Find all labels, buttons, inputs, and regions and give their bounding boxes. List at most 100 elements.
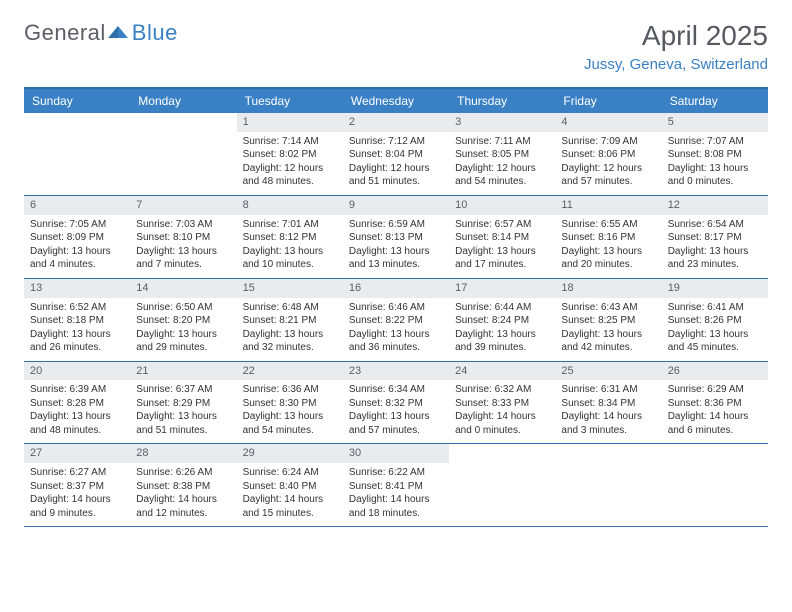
day-cell: 30Sunrise: 6:22 AMSunset: 8:41 PMDayligh… bbox=[343, 444, 449, 526]
day-number: 23 bbox=[343, 362, 449, 381]
daylight-text: Daylight: 13 hours and 26 minutes. bbox=[30, 328, 124, 355]
day-body: Sunrise: 6:48 AMSunset: 8:21 PMDaylight:… bbox=[237, 298, 343, 361]
daylight-text: Daylight: 14 hours and 6 minutes. bbox=[668, 410, 762, 437]
sunset-text: Sunset: 8:17 PM bbox=[668, 231, 762, 245]
sunset-text: Sunset: 8:41 PM bbox=[349, 480, 443, 494]
sunrise-text: Sunrise: 6:29 AM bbox=[668, 383, 762, 397]
day-body: Sunrise: 6:39 AMSunset: 8:28 PMDaylight:… bbox=[24, 380, 130, 443]
daylight-text: Daylight: 12 hours and 51 minutes. bbox=[349, 162, 443, 189]
day-cell: 13Sunrise: 6:52 AMSunset: 8:18 PMDayligh… bbox=[24, 279, 130, 361]
day-number: 4 bbox=[555, 113, 661, 132]
sunrise-text: Sunrise: 6:24 AM bbox=[243, 466, 337, 480]
weekday-thu: Thursday bbox=[449, 89, 555, 113]
weekday-tue: Tuesday bbox=[237, 89, 343, 113]
day-number bbox=[130, 113, 236, 117]
day-cell: 17Sunrise: 6:44 AMSunset: 8:24 PMDayligh… bbox=[449, 279, 555, 361]
sunset-text: Sunset: 8:10 PM bbox=[136, 231, 230, 245]
day-number: 29 bbox=[237, 444, 343, 463]
sunrise-text: Sunrise: 6:39 AM bbox=[30, 383, 124, 397]
logo: General Blue bbox=[24, 20, 178, 46]
logo-text-2: Blue bbox=[132, 20, 178, 46]
weekday-sun: Sunday bbox=[24, 89, 130, 113]
daylight-text: Daylight: 13 hours and 0 minutes. bbox=[668, 162, 762, 189]
day-number: 10 bbox=[449, 196, 555, 215]
sunset-text: Sunset: 8:09 PM bbox=[30, 231, 124, 245]
day-cell: 23Sunrise: 6:34 AMSunset: 8:32 PMDayligh… bbox=[343, 362, 449, 444]
sunrise-text: Sunrise: 7:09 AM bbox=[561, 135, 655, 149]
daylight-text: Daylight: 14 hours and 15 minutes. bbox=[243, 493, 337, 520]
sunset-text: Sunset: 8:16 PM bbox=[561, 231, 655, 245]
day-body: Sunrise: 6:37 AMSunset: 8:29 PMDaylight:… bbox=[130, 380, 236, 443]
daylight-text: Daylight: 13 hours and 36 minutes. bbox=[349, 328, 443, 355]
day-number: 5 bbox=[662, 113, 768, 132]
daylight-text: Daylight: 13 hours and 57 minutes. bbox=[349, 410, 443, 437]
daylight-text: Daylight: 14 hours and 0 minutes. bbox=[455, 410, 549, 437]
daylight-text: Daylight: 13 hours and 13 minutes. bbox=[349, 245, 443, 272]
sunrise-text: Sunrise: 7:05 AM bbox=[30, 218, 124, 232]
day-number: 2 bbox=[343, 113, 449, 132]
day-number: 22 bbox=[237, 362, 343, 381]
day-number: 27 bbox=[24, 444, 130, 463]
week-row: 6Sunrise: 7:05 AMSunset: 8:09 PMDaylight… bbox=[24, 196, 768, 279]
daylight-text: Daylight: 13 hours and 32 minutes. bbox=[243, 328, 337, 355]
sunset-text: Sunset: 8:37 PM bbox=[30, 480, 124, 494]
day-number: 14 bbox=[130, 279, 236, 298]
day-cell: 9Sunrise: 6:59 AMSunset: 8:13 PMDaylight… bbox=[343, 196, 449, 278]
day-number: 18 bbox=[555, 279, 661, 298]
day-cell: 19Sunrise: 6:41 AMSunset: 8:26 PMDayligh… bbox=[662, 279, 768, 361]
sunrise-text: Sunrise: 6:37 AM bbox=[136, 383, 230, 397]
daylight-text: Daylight: 12 hours and 57 minutes. bbox=[561, 162, 655, 189]
sunrise-text: Sunrise: 6:22 AM bbox=[349, 466, 443, 480]
weekday-fri: Friday bbox=[555, 89, 661, 113]
day-body: Sunrise: 6:29 AMSunset: 8:36 PMDaylight:… bbox=[662, 380, 768, 443]
sunrise-text: Sunrise: 6:54 AM bbox=[668, 218, 762, 232]
sunrise-text: Sunrise: 6:43 AM bbox=[561, 301, 655, 315]
day-cell: 1Sunrise: 7:14 AMSunset: 8:02 PMDaylight… bbox=[237, 113, 343, 195]
day-body: Sunrise: 6:57 AMSunset: 8:14 PMDaylight:… bbox=[449, 215, 555, 278]
day-number: 19 bbox=[662, 279, 768, 298]
daylight-text: Daylight: 12 hours and 48 minutes. bbox=[243, 162, 337, 189]
sunset-text: Sunset: 8:13 PM bbox=[349, 231, 443, 245]
day-number: 17 bbox=[449, 279, 555, 298]
sunrise-text: Sunrise: 6:26 AM bbox=[136, 466, 230, 480]
day-body: Sunrise: 6:52 AMSunset: 8:18 PMDaylight:… bbox=[24, 298, 130, 361]
day-number: 20 bbox=[24, 362, 130, 381]
sunset-text: Sunset: 8:04 PM bbox=[349, 148, 443, 162]
day-number: 13 bbox=[24, 279, 130, 298]
sunrise-text: Sunrise: 6:44 AM bbox=[455, 301, 549, 315]
day-cell: 20Sunrise: 6:39 AMSunset: 8:28 PMDayligh… bbox=[24, 362, 130, 444]
day-body: Sunrise: 7:12 AMSunset: 8:04 PMDaylight:… bbox=[343, 132, 449, 195]
day-number bbox=[555, 444, 661, 448]
day-cell: 26Sunrise: 6:29 AMSunset: 8:36 PMDayligh… bbox=[662, 362, 768, 444]
day-body: Sunrise: 6:27 AMSunset: 8:37 PMDaylight:… bbox=[24, 463, 130, 526]
sunset-text: Sunset: 8:33 PM bbox=[455, 397, 549, 411]
sunrise-text: Sunrise: 7:01 AM bbox=[243, 218, 337, 232]
day-body: Sunrise: 6:46 AMSunset: 8:22 PMDaylight:… bbox=[343, 298, 449, 361]
day-number: 28 bbox=[130, 444, 236, 463]
day-cell: 25Sunrise: 6:31 AMSunset: 8:34 PMDayligh… bbox=[555, 362, 661, 444]
location: Jussy, Geneva, Switzerland bbox=[584, 56, 768, 73]
daylight-text: Daylight: 13 hours and 29 minutes. bbox=[136, 328, 230, 355]
day-number: 24 bbox=[449, 362, 555, 381]
sunrise-text: Sunrise: 7:11 AM bbox=[455, 135, 549, 149]
sunset-text: Sunset: 8:18 PM bbox=[30, 314, 124, 328]
day-body: Sunrise: 7:09 AMSunset: 8:06 PMDaylight:… bbox=[555, 132, 661, 195]
sunset-text: Sunset: 8:20 PM bbox=[136, 314, 230, 328]
sunset-text: Sunset: 8:14 PM bbox=[455, 231, 549, 245]
day-cell: 2Sunrise: 7:12 AMSunset: 8:04 PMDaylight… bbox=[343, 113, 449, 195]
calendar: Sunday Monday Tuesday Wednesday Thursday… bbox=[24, 87, 768, 527]
day-body: Sunrise: 6:32 AMSunset: 8:33 PMDaylight:… bbox=[449, 380, 555, 443]
day-number: 15 bbox=[237, 279, 343, 298]
header: General Blue April 2025 Jussy, Geneva, S… bbox=[24, 20, 768, 73]
sunrise-text: Sunrise: 6:48 AM bbox=[243, 301, 337, 315]
sunrise-text: Sunrise: 6:36 AM bbox=[243, 383, 337, 397]
sunrise-text: Sunrise: 6:52 AM bbox=[30, 301, 124, 315]
sunset-text: Sunset: 8:25 PM bbox=[561, 314, 655, 328]
weekday-row: Sunday Monday Tuesday Wednesday Thursday… bbox=[24, 89, 768, 113]
day-cell bbox=[130, 113, 236, 195]
day-body: Sunrise: 6:41 AMSunset: 8:26 PMDaylight:… bbox=[662, 298, 768, 361]
day-cell bbox=[555, 444, 661, 526]
sunrise-text: Sunrise: 7:14 AM bbox=[243, 135, 337, 149]
day-cell: 15Sunrise: 6:48 AMSunset: 8:21 PMDayligh… bbox=[237, 279, 343, 361]
day-number: 1 bbox=[237, 113, 343, 132]
